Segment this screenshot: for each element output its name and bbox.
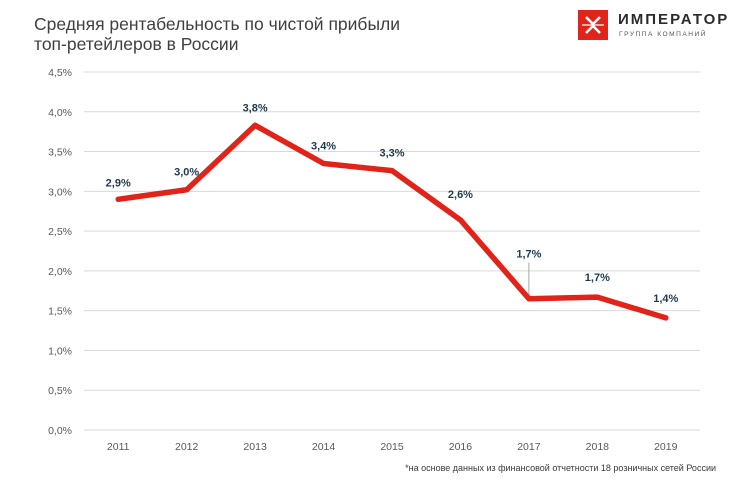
chart-title: Средняя рентабельность по чистой прибыли… bbox=[34, 14, 474, 54]
footnote: *на основе данных из финансовой отчетнос… bbox=[405, 463, 716, 473]
data-point bbox=[252, 122, 258, 128]
data-label: 3,0% bbox=[174, 167, 199, 179]
y-tick-label: 2,5% bbox=[48, 226, 72, 238]
data-label: 1,4% bbox=[653, 293, 678, 305]
data-point bbox=[594, 294, 600, 300]
x-tick-label: 2018 bbox=[586, 441, 610, 453]
x-tick-label: 2014 bbox=[312, 441, 336, 453]
data-label: 3,3% bbox=[379, 148, 404, 160]
chart-title-line-2: топ-ретейлеров в России bbox=[34, 34, 239, 54]
chart-title-line-1: Средняя рентабельность по чистой прибыли bbox=[34, 14, 401, 34]
data-label: 1,7% bbox=[585, 272, 610, 284]
data-label: 2,9% bbox=[106, 177, 131, 189]
data-point bbox=[321, 160, 327, 166]
data-point bbox=[115, 196, 121, 202]
y-tick-label: 3,0% bbox=[48, 186, 72, 198]
data-point bbox=[663, 315, 669, 321]
data-label: 3,8% bbox=[243, 102, 268, 114]
y-tick-label: 3,5% bbox=[48, 147, 72, 159]
logo-x-icon bbox=[578, 10, 608, 40]
data-point bbox=[389, 168, 395, 174]
x-tick-label: 2012 bbox=[175, 441, 199, 453]
y-tick-label: 4,0% bbox=[48, 107, 72, 119]
data-label: 1,7% bbox=[516, 249, 541, 261]
x-tick-label: 2015 bbox=[380, 441, 404, 453]
y-tick-label: 1,5% bbox=[48, 306, 72, 318]
y-tick-label: 4,5% bbox=[48, 67, 72, 79]
data-point bbox=[184, 187, 190, 193]
y-tick-label: 1,0% bbox=[48, 345, 72, 357]
y-tick-label: 2,0% bbox=[48, 266, 72, 278]
company-logo: ИМПЕРАТОР ГРУППА КОМПАНИЙ bbox=[578, 10, 728, 44]
x-tick-label: 2016 bbox=[449, 441, 473, 453]
logo-name: ИМПЕРАТОР bbox=[618, 11, 730, 28]
data-point bbox=[457, 217, 463, 223]
y-tick-label: 0,5% bbox=[48, 385, 72, 397]
x-tick-label: 2019 bbox=[654, 441, 678, 453]
y-tick-label: 0,0% bbox=[48, 425, 72, 437]
data-label: 2,6% bbox=[448, 189, 473, 201]
data-point bbox=[526, 296, 532, 302]
data-label: 3,4% bbox=[311, 140, 336, 152]
logo-subtitle: ГРУППА КОМПАНИЙ bbox=[619, 31, 707, 38]
x-tick-label: 2011 bbox=[107, 441, 130, 453]
x-tick-label: 2017 bbox=[517, 441, 541, 453]
x-tick-label: 2013 bbox=[243, 441, 267, 453]
